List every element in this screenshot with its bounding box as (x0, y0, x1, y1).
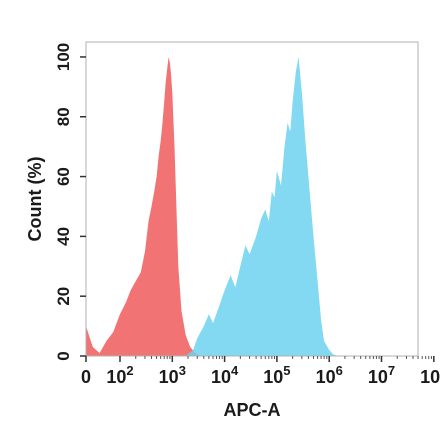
x-tick-label: 102 (106, 363, 133, 387)
x-axis: 0 102 103 104 105 106 107 108 (81, 356, 440, 387)
y-tick-label: 40 (54, 227, 73, 246)
x-tick-label: 103 (159, 363, 186, 387)
x-tick-label: 105 (263, 363, 290, 387)
y-tick-label: 60 (54, 167, 73, 186)
x-tick-label: 0 (81, 367, 91, 387)
x-tick-label: 107 (368, 363, 395, 387)
histogram-areas (86, 57, 339, 356)
y-tick-label: 100 (54, 43, 73, 71)
x-tick-label: 108 (420, 363, 440, 387)
y-tick-label: 20 (54, 287, 73, 306)
y-axis-label: Count (%) (25, 157, 45, 242)
series-2-area (185, 57, 339, 356)
x-tick-label: 106 (316, 363, 343, 387)
y-axis: 0 20 40 60 80 100 (54, 43, 86, 361)
x-axis-label: APC-A (224, 400, 281, 420)
y-tick-label: 0 (54, 351, 73, 360)
series-1-area (86, 57, 204, 356)
y-tick-label: 80 (54, 107, 73, 126)
x-tick-label: 104 (211, 363, 239, 387)
plot-frame (85, 41, 419, 357)
